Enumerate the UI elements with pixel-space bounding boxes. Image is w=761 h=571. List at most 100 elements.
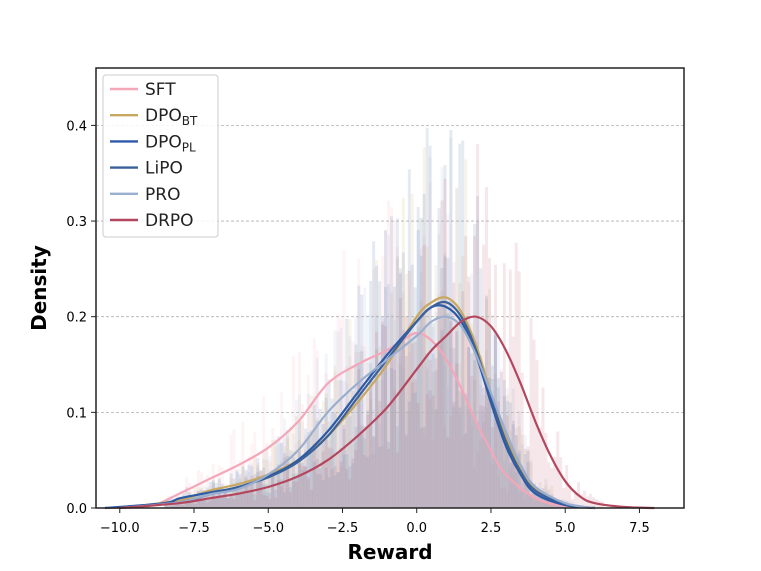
histogram-bar: [256, 464, 260, 508]
histogram-bar: [179, 502, 183, 508]
histogram-bar: [339, 461, 343, 508]
histogram-bar: [544, 433, 548, 508]
histogram-bar: [297, 464, 301, 508]
histogram-bar: [416, 326, 420, 508]
histogram-bar: [440, 167, 444, 508]
histogram-bar: [407, 351, 411, 508]
histogram-bar: [493, 417, 497, 508]
histogram-bar: [327, 447, 331, 508]
histogram-bar: [300, 421, 304, 508]
histogram-bar: [345, 402, 349, 508]
histogram-bar: [372, 268, 376, 508]
histogram-bar: [413, 380, 417, 508]
histogram-bar: [363, 287, 367, 508]
histogram-bar: [324, 393, 328, 508]
histogram-bar: [265, 483, 269, 508]
histogram-bar: [247, 491, 251, 508]
histogram-bars: [164, 127, 604, 509]
x-tick-label: 7.5: [629, 521, 650, 536]
histogram-bar: [390, 347, 393, 508]
histogram-bar: [333, 466, 337, 508]
histogram-bar: [535, 360, 539, 508]
histogram-bar: [502, 487, 506, 508]
histogram-bar: [419, 427, 423, 508]
histogram-bar: [363, 455, 367, 508]
histogram-bar: [173, 502, 177, 508]
histogram-bar: [401, 292, 405, 508]
histogram-bar: [351, 458, 355, 508]
histogram-bar: [306, 432, 310, 508]
histogram-bar: [232, 497, 236, 508]
histogram-bar: [446, 313, 450, 508]
histogram-bar: [226, 497, 230, 508]
histogram-bar: [369, 362, 373, 508]
histogram-bar: [333, 412, 337, 508]
histogram-bar: [312, 405, 316, 508]
histogram-bar: [220, 495, 224, 508]
histogram-bar: [464, 236, 468, 508]
histogram-bar: [434, 265, 438, 508]
histogram-bar: [280, 442, 284, 508]
histogram-bar: [268, 492, 272, 508]
histogram-bar: [253, 482, 257, 508]
histogram-bar: [327, 449, 331, 508]
histogram-bar: [485, 298, 488, 508]
histogram-bar: [253, 499, 257, 508]
histogram-bar: [419, 255, 423, 508]
histogram-bar: [211, 463, 215, 508]
histogram-bar: [517, 271, 521, 508]
histogram-bar: [277, 480, 281, 508]
histogram-bar: [202, 495, 206, 508]
histogram-bar: [428, 390, 432, 508]
histogram-bar: [526, 493, 530, 508]
histogram-bar: [339, 380, 343, 508]
histogram-bar: [185, 476, 189, 508]
histogram-bar: [366, 362, 370, 508]
histogram-bar: [434, 358, 438, 508]
histogram-bar: [401, 339, 405, 508]
histogram-bar: [357, 351, 361, 508]
histogram-bar: [568, 485, 572, 508]
histogram-bar: [235, 483, 239, 508]
y-tick-label: 0.4: [66, 119, 87, 134]
histogram-bar: [247, 464, 251, 508]
histogram-bar: [271, 470, 275, 508]
y-tick-label: 0.0: [66, 502, 87, 517]
histogram-bar: [565, 465, 569, 508]
histogram-bar: [449, 300, 453, 508]
histogram-bar: [446, 386, 450, 508]
histogram-bar: [217, 465, 221, 508]
histogram-bar: [274, 489, 278, 508]
histogram-bar: [425, 394, 429, 508]
histogram-bar: [378, 424, 382, 508]
histogram-bar: [336, 472, 340, 508]
histogram-bar: [485, 349, 488, 508]
histogram-bar: [496, 475, 500, 508]
histogram-bar: [309, 489, 313, 508]
histogram-bar: [392, 348, 396, 508]
histogram-bar: [194, 503, 197, 508]
histogram-bar: [176, 505, 180, 508]
histogram-bar: [226, 489, 230, 508]
histogram-bar: [280, 486, 284, 508]
histogram-bar: [398, 356, 402, 508]
histogram-bar: [440, 330, 444, 508]
histogram-bar: [384, 326, 388, 508]
histogram-bar: [464, 433, 468, 508]
histogram-bar: [455, 187, 459, 508]
histogram-bar: [446, 257, 450, 508]
histogram-bar: [541, 498, 545, 508]
histogram-bar: [164, 503, 168, 508]
histogram-bar: [360, 294, 364, 508]
histogram-bar: [485, 187, 488, 508]
histogram-bar: [217, 479, 221, 508]
histogram-bar: [535, 498, 539, 508]
histogram-bar: [398, 298, 402, 508]
histogram-bar: [354, 427, 358, 508]
histogram-bar: [309, 446, 313, 508]
histogram-bar: [499, 423, 503, 508]
histogram-bar: [315, 350, 319, 508]
histogram-bar: [410, 343, 414, 508]
histogram-bar: [280, 461, 284, 508]
histogram-bar: [437, 345, 441, 508]
